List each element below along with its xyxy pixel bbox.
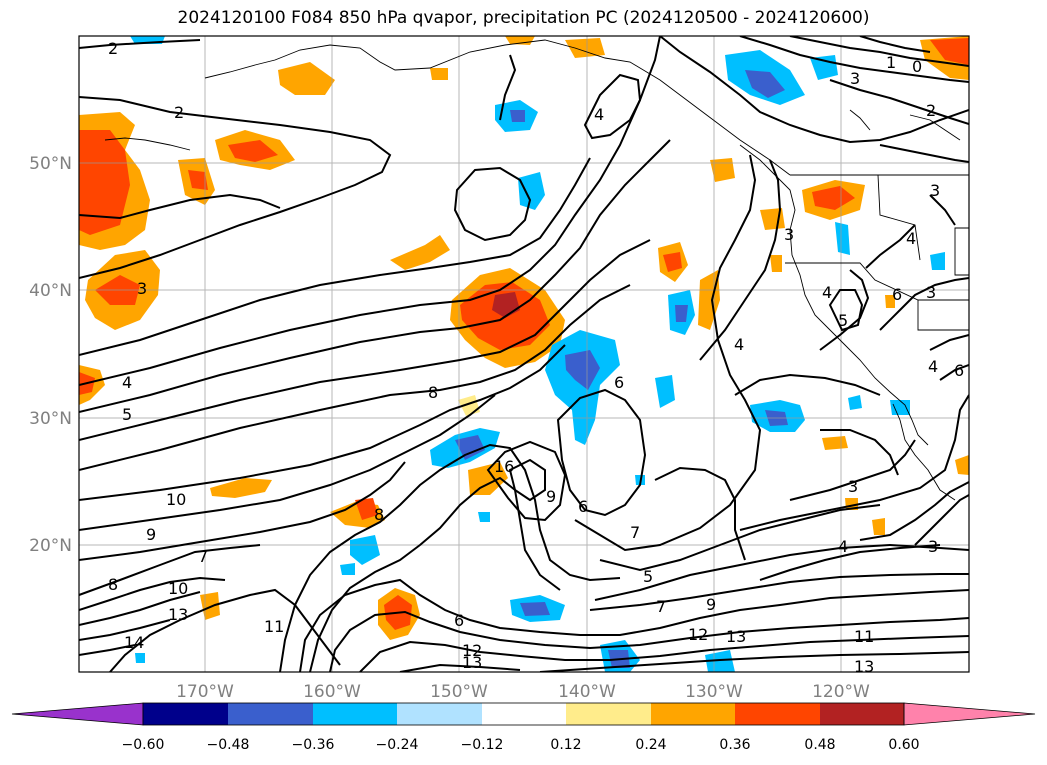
contour-label: 4	[122, 373, 132, 392]
longitude-labels: 170°W 160°W 150°W 140°W 130°W 120°W	[176, 682, 870, 702]
contour-label: 10	[166, 490, 186, 509]
contour-label: 13	[168, 605, 188, 624]
contour-label: 6	[578, 497, 588, 516]
colorbar-segment	[228, 703, 313, 725]
contour-label: 5	[122, 405, 132, 424]
contour-label: 2	[108, 39, 118, 58]
contour-label: 6	[614, 373, 624, 392]
contour-label: 12	[462, 641, 482, 660]
colorbar-tick-label: 0.24	[635, 737, 666, 753]
negative-anomaly-patch	[130, 36, 945, 672]
contour-label: 9	[706, 595, 716, 614]
contour-label: 13	[726, 627, 746, 646]
contour-label: 4	[838, 537, 848, 556]
contour-labels: 2 2 3 4 5 8 10 9 8 10 13 14 11 7 8 6 13 …	[108, 39, 964, 676]
plot-frame	[78, 35, 970, 673]
colorbar-segment	[566, 703, 651, 725]
precip-shading	[79, 36, 969, 672]
colorbar-segment	[143, 703, 228, 725]
contour-label: 0	[912, 57, 922, 76]
contour-label: 4	[594, 105, 604, 124]
colorbar-extend-high	[903, 702, 1036, 726]
lon-label-140w: 140°W	[558, 682, 616, 702]
contour-label: 1	[886, 53, 896, 72]
lon-label-170w: 170°W	[176, 682, 234, 702]
contour-label: 3	[848, 477, 858, 496]
contour-label: 13	[854, 657, 874, 676]
latitude-labels: 50°N 40°N 30°N 20°N	[29, 154, 72, 556]
lat-label-20n: 20°N	[29, 536, 72, 556]
contour-label: 14	[124, 633, 144, 652]
contour-label: 9	[546, 487, 556, 506]
positive-anomaly-patch	[178, 130, 295, 205]
positive-anomaly-patch	[278, 36, 605, 95]
contour-label: 10	[168, 579, 188, 598]
contour-label: 4	[822, 283, 832, 302]
contour-label: 2	[926, 101, 936, 120]
colorbar-tick-label: −0.60	[122, 737, 165, 753]
lat-label-30n: 30°N	[29, 409, 72, 429]
colorbar-tick-label: 0.60	[888, 737, 919, 753]
colorbar-tick-labels: −0.60 −0.48 −0.36 −0.24 −0.12 0.12 0.24 …	[122, 737, 920, 753]
colorbar-segment	[313, 703, 397, 725]
colorbar-segment	[482, 703, 566, 725]
colorbar-segment	[397, 703, 482, 725]
colorbar: −0.60 −0.48 −0.36 −0.24 −0.12 0.12 0.24 …	[11, 702, 1036, 753]
contour-label: 3	[850, 69, 860, 88]
contour-label: 8	[374, 505, 384, 524]
contour-label: 4	[928, 357, 938, 376]
contour-label: 7	[630, 523, 640, 542]
contour-label: 2	[174, 103, 184, 122]
contour-label: 11	[854, 627, 874, 646]
contour-label: 6	[454, 611, 464, 630]
contour-label: 5	[838, 311, 848, 330]
contour-label: 8	[108, 575, 118, 594]
colorbar-extend-low	[11, 702, 144, 726]
contour-label: 5	[643, 567, 653, 586]
qvapor-contours	[79, 36, 969, 672]
lat-label-40n: 40°N	[29, 281, 72, 301]
colorbar-segment	[651, 703, 735, 725]
colorbar-segment	[820, 703, 904, 725]
contour-label: 6	[954, 361, 964, 380]
contour-label: 4	[906, 229, 916, 248]
contour-label: 11	[264, 617, 284, 636]
lon-label-120w: 120°W	[812, 682, 870, 702]
chart-title: 2024120100 F084 850 hPa qvapor, precipit…	[177, 8, 870, 28]
colorbar-tick-label: 0.36	[719, 737, 750, 753]
contour-label: 8	[428, 383, 438, 402]
coastlines	[104, 39, 969, 501]
colorbar-tick-label: −0.36	[292, 737, 335, 753]
contour-label: 3	[930, 181, 940, 200]
positive-anomaly-patch	[658, 36, 969, 535]
lon-label-130w: 130°W	[685, 682, 743, 702]
contour-label: 6	[892, 285, 902, 304]
contour-label: 3	[926, 283, 936, 302]
lon-label-150w: 150°W	[430, 682, 488, 702]
contour-label: 3	[137, 279, 147, 298]
lat-label-50n: 50°N	[29, 154, 72, 174]
colorbar-tick-label: 0.48	[804, 737, 835, 753]
contour-label: 16	[494, 457, 514, 476]
contour-label: 7	[656, 597, 666, 616]
colorbar-tick-label: −0.24	[376, 737, 419, 753]
contour-label: 4	[734, 335, 744, 354]
contour-label: 12	[688, 625, 708, 644]
contour-label: 7	[198, 547, 208, 566]
lon-label-160w: 160°W	[303, 682, 361, 702]
contour-label: 3	[784, 225, 794, 244]
colorbar-segment	[735, 703, 820, 725]
contour-label: 13	[462, 653, 482, 672]
colorbar-tick-label: −0.48	[207, 737, 250, 753]
contour-label: 3	[928, 537, 938, 556]
colorbar-tick-label: 0.12	[550, 737, 581, 753]
colorbar-outline	[142, 702, 905, 726]
contour-label: 9	[146, 525, 156, 544]
colorbar-tick-label: −0.12	[461, 737, 504, 753]
